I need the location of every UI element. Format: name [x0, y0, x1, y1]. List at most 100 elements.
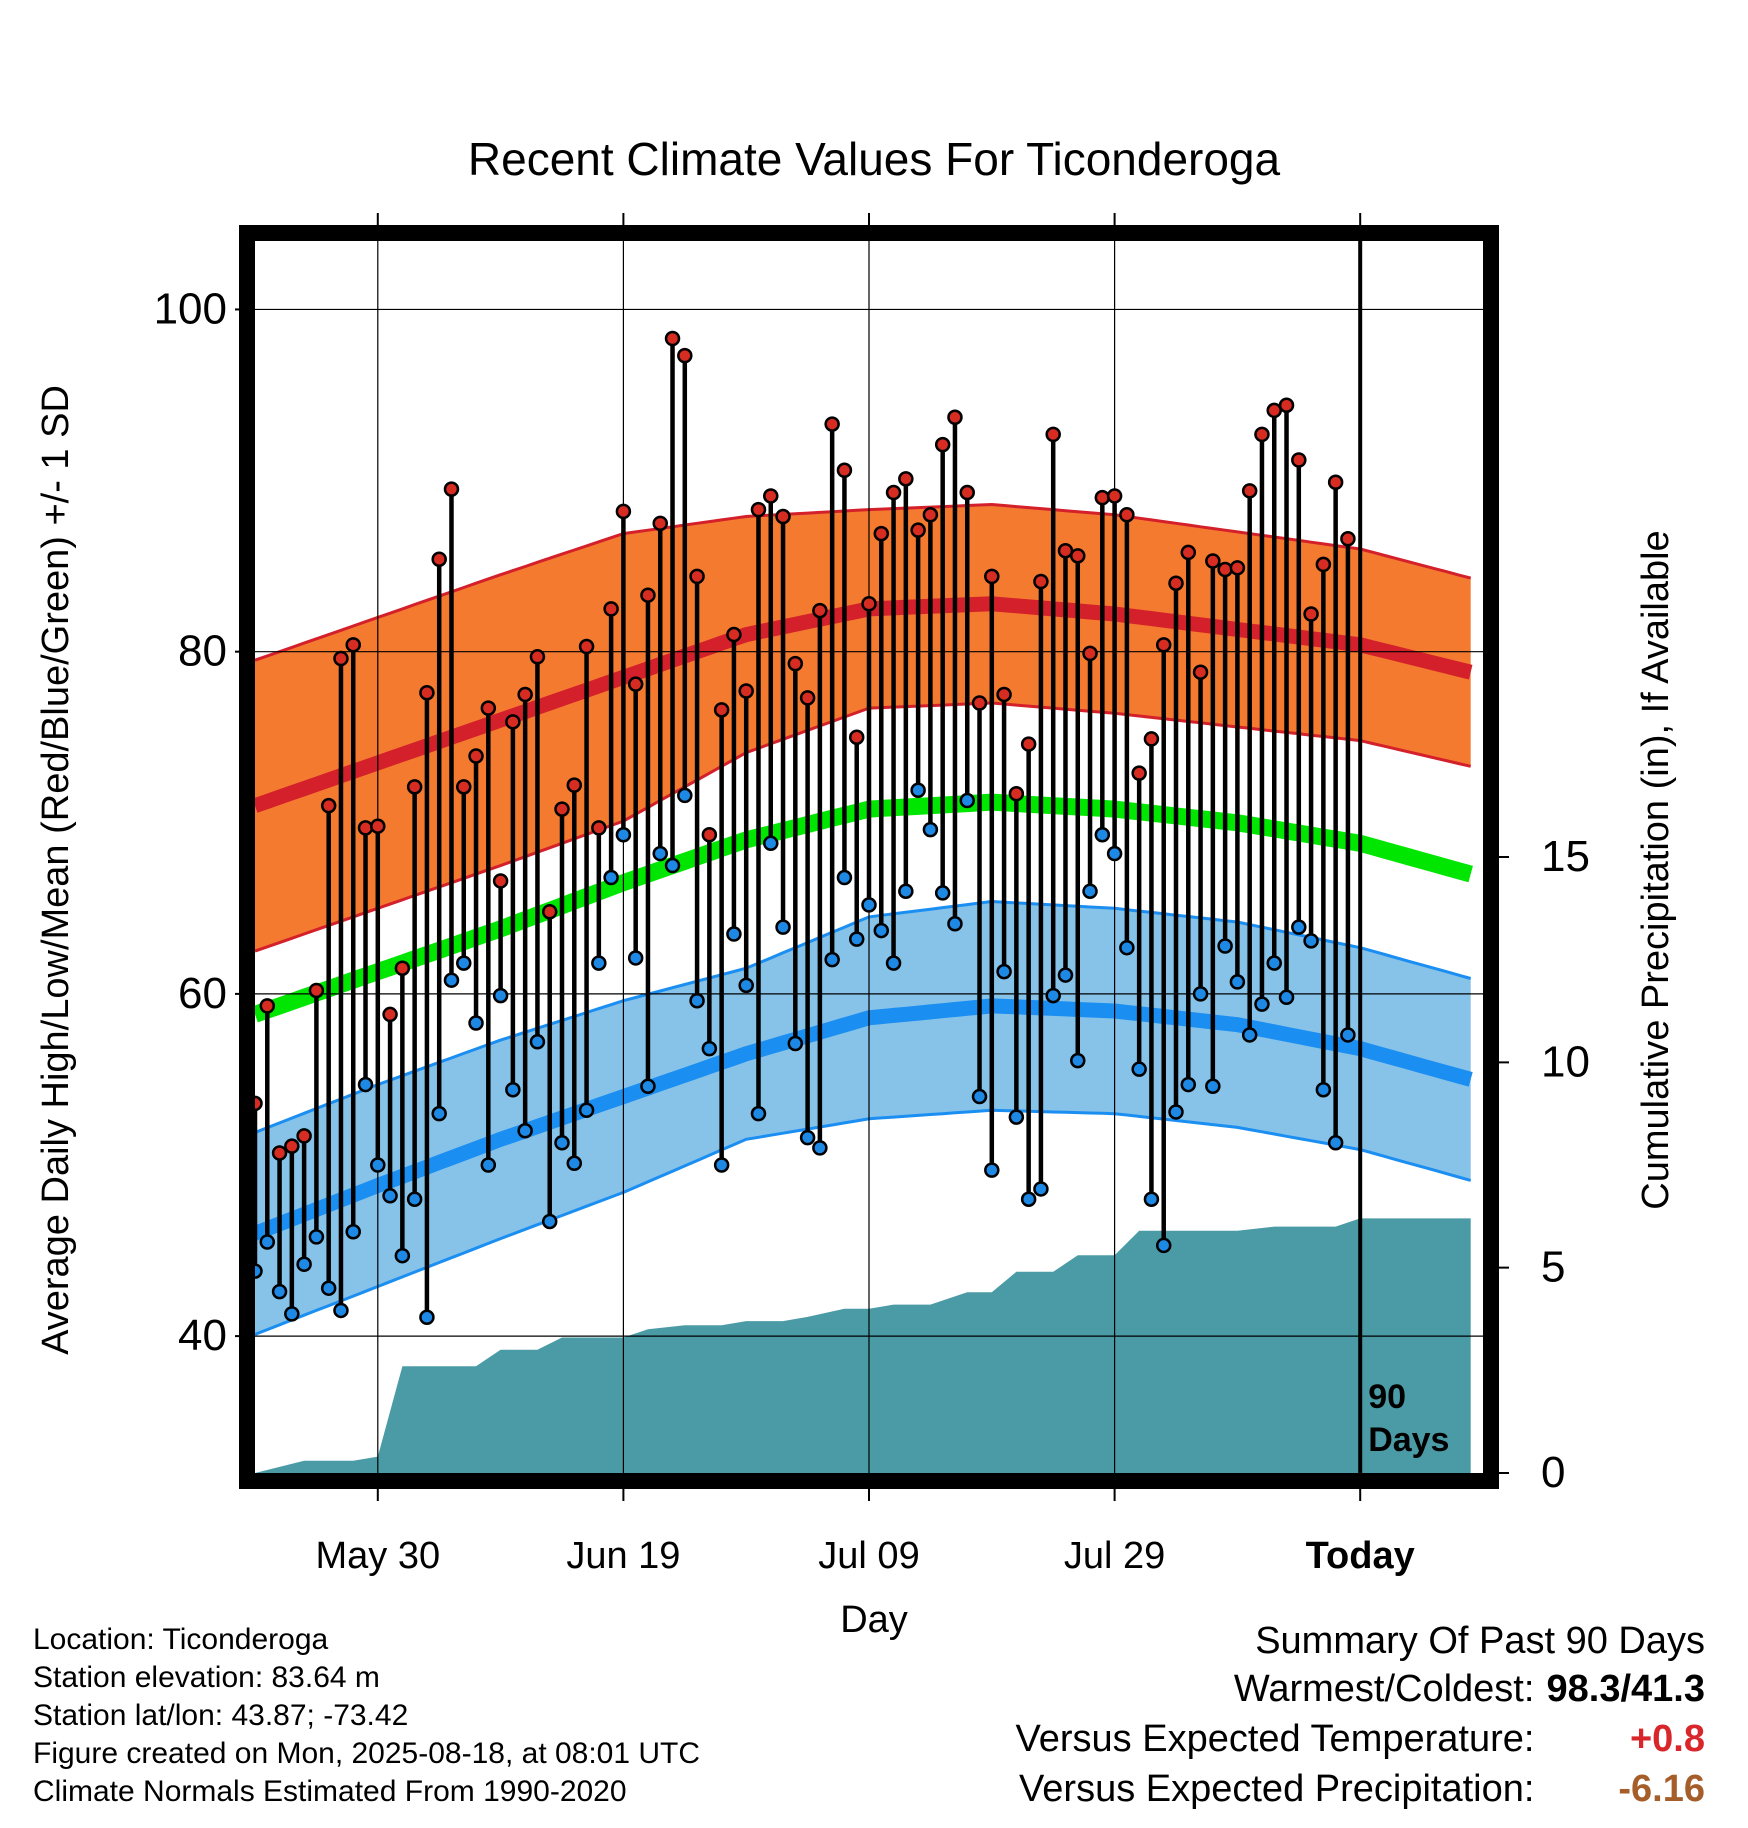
daily-high-point: [529, 649, 546, 665]
daily-low-point: [1327, 1135, 1344, 1151]
y-axis-label: Average Daily High/Low/Mean (Red/Blue/Gr…: [35, 385, 77, 1355]
daily-low-point: [1180, 1076, 1197, 1093]
daily-low-point: [1266, 955, 1282, 971]
daily-high-point: [701, 827, 718, 843]
daily-high-point: [689, 568, 705, 585]
warmest-coldest-row: Warmest/Coldest: 98.3/41.3: [1234, 1668, 1705, 1711]
daily-low-point: [996, 963, 1012, 980]
daily-high-point: [492, 873, 509, 889]
daily-low-point: [419, 1309, 435, 1326]
daily-high-point: [406, 779, 423, 795]
high-sd-band-upper-edge: [254, 502, 1472, 662]
daily-low-point: [726, 926, 742, 942]
daily-low-point: [664, 857, 681, 874]
warmest-coldest-label: Warmest/Coldest:: [1233, 1668, 1535, 1710]
elevation-text: Station elevation: 83.64 m: [33, 1661, 380, 1694]
x-tick-label: Today: [1306, 1535, 1415, 1577]
daily-low-point: [640, 1078, 656, 1095]
daily-low-point: [443, 972, 460, 988]
y-tick-label: 80: [178, 627, 227, 676]
latlon-text: Station lat/lon: 43.87; -73.42: [33, 1699, 409, 1732]
daily-high-point: [1106, 488, 1123, 504]
daily-low-point: [566, 1155, 583, 1172]
daily-high-point: [959, 484, 975, 501]
daily-low-point: [505, 1081, 521, 1098]
daily-low-point: [947, 915, 963, 932]
precip-anomaly-row: Versus Expected Precipitation: -6.16: [1019, 1768, 1705, 1811]
daily-low-point: [1057, 967, 1074, 983]
daily-temperature-marks: 90 Days: [247, 241, 1449, 1473]
daily-high-point: [578, 638, 595, 655]
x-tick-label: Jun 19: [566, 1535, 680, 1577]
daily-high-point: [996, 686, 1012, 703]
daily-high-point: [652, 515, 668, 532]
daily-low-point: [1094, 827, 1111, 843]
created-text: Figure created on Mon, 2025-08-18, at 08…: [33, 1737, 701, 1770]
y-tick-label: 100: [154, 284, 227, 333]
y2-tick-label: 15: [1541, 832, 1590, 881]
daily-low-point: [689, 992, 705, 1009]
daily-low-point: [1082, 883, 1098, 899]
daily-high-point: [370, 818, 386, 834]
daily-low-point: [1192, 986, 1209, 1002]
daily-high-point: [443, 481, 460, 497]
daily-low-point: [713, 1157, 730, 1173]
daily-low-point: [787, 1035, 804, 1052]
daily-high-point: [1180, 544, 1197, 561]
daily-high-point: [419, 684, 435, 701]
daily-high-point: [1168, 575, 1184, 591]
daily-low-point: [627, 950, 644, 966]
daily-high-point: [910, 522, 926, 538]
daily-low-point: [738, 977, 754, 994]
daily-low-point: [848, 931, 865, 947]
daily-high-point: [1033, 573, 1049, 590]
daily-low-point: [554, 1135, 570, 1151]
daily-low-point: [898, 883, 914, 899]
precip-anomaly-label: Versus Expected Precipitation:: [1019, 1768, 1535, 1810]
daily-low-point: [971, 1088, 988, 1105]
daily-low-point: [1303, 933, 1319, 949]
daily-low-point: [1119, 939, 1135, 956]
daily-high-point: [1008, 785, 1025, 802]
daily-high-point: [333, 650, 349, 667]
daily-low-point: [259, 1234, 276, 1250]
daily-high-point: [775, 508, 791, 525]
daily-low-point: [480, 1157, 497, 1173]
daily-low-point: [1045, 987, 1061, 1004]
low-sd-band-upper-edge: [254, 899, 1472, 1134]
daily-low-point: [1020, 1191, 1037, 1207]
daily-low-point: [763, 835, 779, 852]
daily-low-point: [812, 1140, 828, 1156]
daily-low-point: [836, 869, 853, 886]
daily-high-point: [394, 960, 411, 976]
daily-high-point: [1315, 556, 1332, 573]
daily-low-point: [603, 869, 619, 886]
daily-high-point: [885, 484, 902, 501]
daily-low-point: [1070, 1052, 1086, 1069]
daily-low-point: [456, 955, 472, 971]
daily-high-point: [308, 982, 325, 999]
axes: 40 60 80 100 0 5 10 15 May 30 Jun 19 Jul 09 Jul 29 T…: [154, 213, 1590, 1577]
daily-low-point: [824, 951, 840, 968]
daily-low-point: [1229, 974, 1246, 990]
temp-anomaly-row: Versus Expected Temperature: +0.8: [1016, 1718, 1705, 1761]
daily-high-point: [971, 695, 988, 711]
y-tick-label: 40: [178, 1311, 227, 1360]
daily-low-point: [529, 1034, 546, 1050]
daily-high-point: [541, 904, 558, 920]
daily-low-point: [1205, 1078, 1221, 1095]
daily-high-point: [456, 779, 472, 795]
y2-axis-label: Cumulative Precipitation (in), If Availa…: [1635, 530, 1677, 1209]
daily-low-point: [284, 1306, 300, 1322]
daily-high-point: [1045, 426, 1061, 443]
daily-high-point: [898, 471, 914, 487]
daily-high-point: [861, 596, 877, 612]
daily-high-point: [1143, 731, 1160, 747]
daily-low-point: [357, 1076, 374, 1093]
daily-high-point: [1340, 530, 1356, 547]
daily-high-point: [763, 488, 779, 504]
daily-high-point: [1082, 645, 1098, 662]
daily-high-point: [554, 801, 570, 817]
daily-low-point: [922, 821, 939, 838]
